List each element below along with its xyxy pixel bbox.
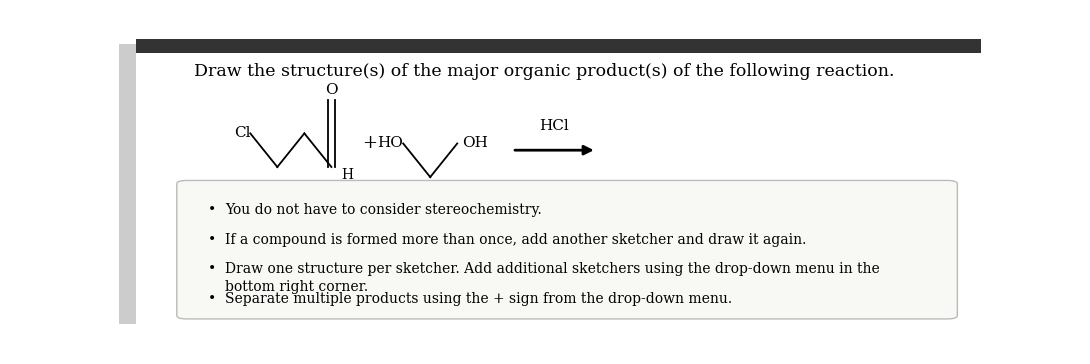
FancyBboxPatch shape bbox=[120, 44, 136, 324]
Text: Separate multiple products using the + sign from the drop-down menu.: Separate multiple products using the + s… bbox=[225, 292, 732, 306]
Text: Draw the structure(s) of the major organic product(s) of the following reaction.: Draw the structure(s) of the major organ… bbox=[194, 63, 894, 80]
Text: If a compound is formed more than once, add another sketcher and draw it again.: If a compound is formed more than once, … bbox=[225, 233, 807, 247]
Text: +: + bbox=[362, 134, 377, 153]
Text: H: H bbox=[341, 169, 353, 182]
FancyBboxPatch shape bbox=[136, 39, 981, 54]
Text: O: O bbox=[325, 83, 338, 98]
Text: Cl: Cl bbox=[233, 126, 251, 141]
Text: OH: OH bbox=[462, 136, 488, 150]
Text: HCl: HCl bbox=[540, 119, 569, 133]
Text: •: • bbox=[208, 233, 216, 247]
Text: You do not have to consider stereochemistry.: You do not have to consider stereochemis… bbox=[225, 203, 542, 217]
Text: HO: HO bbox=[377, 136, 403, 150]
Text: •: • bbox=[208, 292, 216, 306]
Text: Draw one structure per sketcher. Add additional sketchers using the drop-down me: Draw one structure per sketcher. Add add… bbox=[225, 262, 880, 294]
Text: •: • bbox=[208, 262, 216, 276]
FancyBboxPatch shape bbox=[177, 181, 957, 319]
Text: •: • bbox=[208, 203, 216, 217]
